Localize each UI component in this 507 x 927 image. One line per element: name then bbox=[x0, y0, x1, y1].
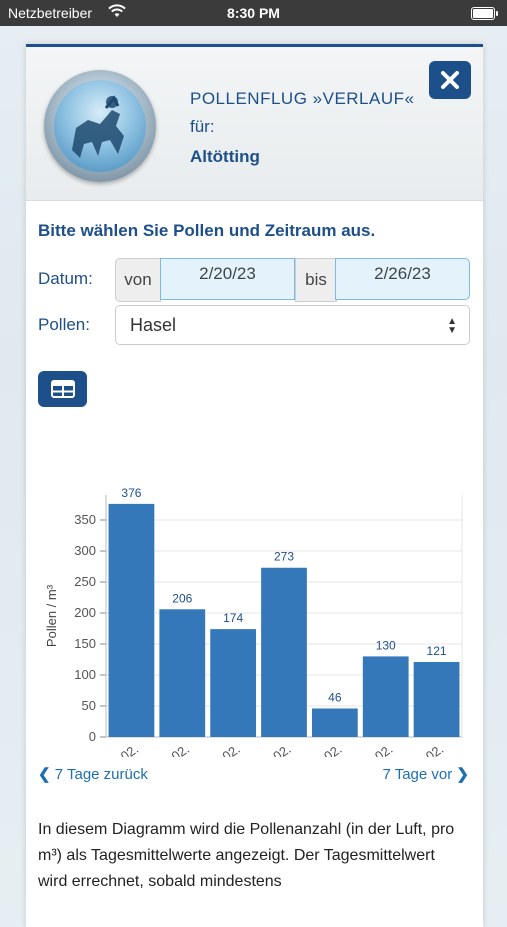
chevron-left-icon: ❮ bbox=[38, 766, 51, 783]
pollen-dialog: POLLENFLUG »VERLAUF« für: Altötting Bitt… bbox=[26, 44, 483, 927]
bar-value-label: 206 bbox=[172, 591, 192, 605]
status-bar: Netzbetreiber 8:30 PM bbox=[0, 0, 507, 26]
bar-value-label: 130 bbox=[376, 638, 396, 652]
location-name: Altötting bbox=[190, 147, 260, 166]
y-tick-label: 250 bbox=[74, 574, 96, 589]
bar-value-label: 174 bbox=[223, 611, 243, 625]
carrier-label: Netzbetreiber bbox=[8, 5, 93, 21]
select-arrows-icon: ▲ ▼ bbox=[447, 316, 457, 336]
pollen-select-value: Hasel bbox=[130, 315, 177, 335]
wifi-icon bbox=[108, 4, 126, 21]
y-tick-label: 300 bbox=[74, 543, 96, 558]
chart-bar bbox=[108, 503, 155, 737]
city-seal-logo bbox=[44, 70, 156, 182]
x-tick-label: 22.02. bbox=[205, 741, 243, 757]
dialog-title: POLLENFLUG »VERLAUF« bbox=[190, 89, 415, 108]
chart-bar bbox=[159, 609, 206, 737]
x-tick-label: 20.02. bbox=[103, 741, 141, 757]
chart-bar bbox=[362, 656, 409, 737]
chart-bar bbox=[261, 567, 307, 737]
pollen-select[interactable]: Hasel ▲ ▼ bbox=[115, 305, 470, 345]
x-tick-label: 26.02. bbox=[408, 741, 446, 757]
y-axis-label: Pollen / m³ bbox=[44, 584, 59, 647]
x-tick-label: 25.02. bbox=[357, 741, 395, 757]
date-range-group: von 2/20/23 bis 2/26/23 bbox=[115, 258, 470, 302]
prev-week-label: 7 Tage zurück bbox=[54, 766, 148, 783]
y-tick-label: 100 bbox=[74, 667, 96, 682]
selection-prompt: Bitte wählen Sie Pollen und Zeitraum aus… bbox=[38, 221, 376, 240]
pollen-chart: 0 50 100 150 200 250 300 350 376 20.02. 206 21.02. 1… bbox=[26, 427, 483, 808]
to-date-input[interactable]: 2/26/23 bbox=[335, 258, 470, 300]
from-date-input[interactable]: 2/20/23 bbox=[160, 258, 295, 300]
y-tick-label: 0 bbox=[89, 729, 96, 744]
from-addon: von bbox=[115, 258, 161, 302]
prev-week-link[interactable]: ❮ 7 Tage zurück bbox=[38, 765, 148, 783]
pollen-label: Pollen: bbox=[38, 315, 90, 334]
clock: 8:30 PM bbox=[227, 5, 280, 21]
dialog-subtitle: für: bbox=[190, 117, 215, 136]
y-tick-label: 150 bbox=[74, 636, 96, 651]
next-week-link[interactable]: 7 Tage vor ❯ bbox=[382, 765, 469, 783]
table-icon bbox=[50, 380, 75, 398]
bar-value-label: 46 bbox=[328, 690, 342, 704]
close-icon bbox=[441, 71, 459, 89]
chart-svg: 0 50 100 150 200 250 300 350 376 20.02. 206 21.02. 1… bbox=[44, 486, 463, 808]
dialog-header: POLLENFLUG »VERLAUF« für: Altötting bbox=[26, 47, 483, 201]
x-tick-label: 21.02. bbox=[154, 741, 192, 757]
bar-value-label: 376 bbox=[121, 486, 141, 500]
chevron-right-icon: ❯ bbox=[456, 766, 469, 783]
chart-bar bbox=[311, 708, 358, 737]
x-tick-label: 24.02. bbox=[306, 741, 344, 757]
next-week-label: 7 Tage vor bbox=[382, 766, 453, 783]
close-button[interactable] bbox=[429, 61, 471, 99]
battery-icon bbox=[471, 7, 498, 20]
chart-bar bbox=[413, 661, 460, 737]
y-tick-label: 200 bbox=[74, 605, 96, 620]
y-tick-label: 50 bbox=[82, 698, 96, 713]
x-tick-label: 23.02. bbox=[255, 741, 293, 757]
bar-value-label: 273 bbox=[274, 550, 294, 564]
chart-description: In diesem Diagramm wird die Pollenanzahl… bbox=[38, 821, 455, 890]
bar-value-label: 121 bbox=[427, 644, 447, 658]
to-addon: bis bbox=[295, 258, 337, 302]
table-view-button[interactable] bbox=[38, 371, 87, 407]
date-label: Datum: bbox=[38, 269, 93, 288]
y-tick-label: 350 bbox=[74, 512, 96, 527]
chart-bar bbox=[210, 629, 257, 737]
